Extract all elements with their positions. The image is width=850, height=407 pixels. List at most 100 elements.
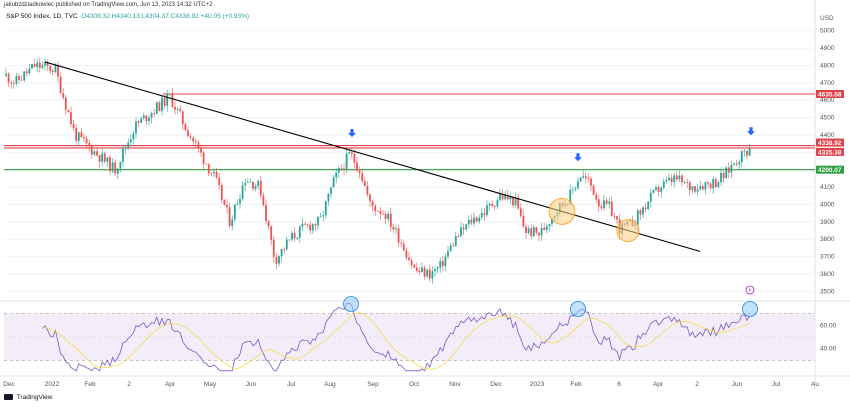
candle-body <box>740 151 743 163</box>
candle-body <box>197 142 200 148</box>
time-tick-label: Oct <box>409 381 419 388</box>
candle-body <box>155 102 158 114</box>
candle-body <box>283 248 286 250</box>
candle-body <box>153 112 156 114</box>
candle-body <box>423 267 426 277</box>
candle-body <box>683 182 686 183</box>
candle-body <box>610 201 613 217</box>
candle-body <box>129 139 132 143</box>
candle-body <box>288 239 291 241</box>
price-axis[interactable]: 3500360037003800390040004100420043004400… <box>816 28 844 353</box>
candle-body <box>670 177 673 182</box>
rsi-highlight-circle <box>742 301 758 317</box>
candle-body <box>228 207 231 227</box>
alert-bolt-icon <box>748 287 752 293</box>
candle-body <box>343 168 345 170</box>
candle-body <box>5 73 7 76</box>
price-tick-label: 4800 <box>820 62 835 69</box>
candle-body <box>439 260 442 268</box>
candle-body <box>460 227 462 237</box>
candle-body <box>174 106 176 110</box>
candle-body <box>314 224 317 226</box>
candle-body <box>374 205 377 211</box>
candle-body <box>114 162 117 174</box>
candle-body <box>80 132 83 138</box>
candle-body <box>96 151 98 156</box>
candle-body <box>545 226 548 230</box>
candle-body <box>278 256 280 264</box>
rsi-highlight-circle <box>570 301 586 317</box>
candle-body <box>452 245 455 247</box>
candle-body <box>161 97 163 111</box>
price-tick-label: 4900 <box>820 45 835 52</box>
candle-body <box>551 218 553 225</box>
candle-body <box>98 155 101 162</box>
candle-body <box>478 217 481 222</box>
candle-body <box>597 199 600 207</box>
candle-body <box>605 200 608 204</box>
candle-body <box>163 97 166 106</box>
candle-body <box>400 242 403 244</box>
candle-body <box>496 200 499 207</box>
candle-body <box>72 124 75 129</box>
candle-body <box>475 217 478 222</box>
candle-body <box>306 224 309 226</box>
time-tick-label: Apr <box>653 381 664 388</box>
candle-body <box>259 180 262 196</box>
candle-body <box>12 83 15 85</box>
candle-body <box>340 167 343 169</box>
candle-body <box>652 189 655 193</box>
tradingview-logo-icon <box>4 394 13 401</box>
candle-body <box>595 194 598 200</box>
candle-body <box>202 152 205 164</box>
time-tick-label: 2023 <box>530 381 545 388</box>
candle-body <box>220 185 223 200</box>
candle-body <box>327 193 330 202</box>
down-arrow-icon <box>574 153 582 162</box>
highlight-circle <box>548 197 576 225</box>
price-tick-label: 4600 <box>820 97 835 104</box>
candle-body <box>337 167 340 173</box>
candle-body <box>218 177 221 186</box>
candle-body <box>639 210 642 215</box>
candle-body <box>311 224 314 231</box>
candle-body <box>720 172 722 183</box>
candle-body <box>140 118 143 123</box>
candle-body <box>717 182 720 188</box>
candle-body <box>44 62 46 66</box>
candle-body <box>668 177 670 181</box>
level-tag <box>816 90 844 99</box>
candle-body <box>192 137 195 142</box>
candle-body <box>239 198 241 204</box>
candle-body <box>109 157 111 172</box>
time-tick-label: May <box>204 381 217 388</box>
candle-body <box>296 237 299 239</box>
candle-body <box>301 223 304 227</box>
candle-body <box>319 216 322 218</box>
time-axis[interactable]: Dec 2022 Feb 2 Apr May Jun Jul Aug Sep Oct Nov Dec 20… <box>3 381 819 388</box>
rsi-tick-label: 40.00 <box>820 346 837 353</box>
time-tick-label: Feb <box>570 381 582 388</box>
candle-body <box>491 203 494 207</box>
candle-body <box>395 228 397 230</box>
candle-body <box>179 108 182 112</box>
candle-body <box>57 65 59 77</box>
candle-body <box>267 221 270 227</box>
candle-body <box>725 167 728 179</box>
candle-body <box>62 93 65 98</box>
candle-body <box>207 164 210 174</box>
candle-body <box>379 211 382 214</box>
candle-body <box>168 93 171 95</box>
time-tick-label: Au <box>811 381 819 388</box>
candle-body <box>205 163 208 165</box>
rsi-lines <box>42 296 758 372</box>
price-tick-label: 4700 <box>820 80 835 87</box>
symbol-info: S&P 500 Index, 1D, TVC O4308.32 H4340.13… <box>6 13 249 20</box>
candle-body <box>681 175 683 183</box>
candle-body <box>291 233 293 240</box>
candle-body <box>387 213 390 220</box>
time-tick-label: 2 <box>127 381 131 388</box>
price-tick-label: 4100 <box>820 184 835 191</box>
candle-body <box>714 178 717 188</box>
